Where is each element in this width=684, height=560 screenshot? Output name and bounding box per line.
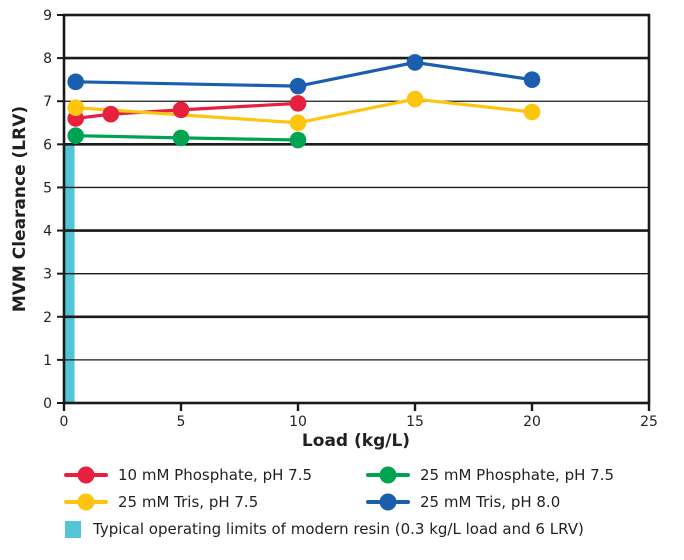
data-point: [102, 105, 120, 123]
data-point: [523, 103, 541, 121]
data-point: [172, 129, 190, 147]
y-tick-label: 6: [43, 137, 52, 153]
legend-label: 25 mM Tris, pH 7.5: [118, 493, 259, 511]
x-tick-label: 5: [177, 414, 186, 430]
legend-grid: 10 mM Phosphate, pH 7.5 25 mM Phosphate,…: [64, 466, 680, 511]
legend-item-25mm-tris-ph80: 25 mM Tris, pH 8.0: [366, 493, 680, 511]
x-tick-label: 25: [640, 414, 658, 430]
legend-marker-line-dot-icon: [366, 493, 410, 511]
legend-marker-line-dot-icon: [64, 493, 108, 511]
legend-label: Typical operating limits of modern resin…: [93, 520, 584, 538]
y-tick-label: 7: [43, 94, 52, 110]
legend-marker-line-dot-icon: [366, 466, 410, 484]
legend-swatch-icon: [65, 520, 81, 538]
y-tick-label: 9: [43, 8, 52, 24]
legend-item-25mm-phosphate-ph75: 25 mM Phosphate, pH 7.5: [366, 466, 680, 484]
x-tick-label: 10: [289, 414, 307, 430]
legend-marker-line-dot-icon: [64, 466, 108, 484]
data-point: [289, 114, 307, 132]
legend-item-operating-limits: Typical operating limits of modern resin…: [64, 520, 680, 538]
data-point: [172, 101, 190, 119]
y-tick-label: 0: [43, 396, 52, 412]
y-tick-label: 4: [43, 224, 52, 240]
legend-item-10mm-phosphate-ph75: 10 mM Phosphate, pH 7.5: [64, 466, 366, 484]
legend: 10 mM Phosphate, pH 7.5 25 mM Phosphate,…: [64, 466, 680, 538]
y-axis-title: MVM Clearance (LRV): [10, 105, 30, 313]
data-point: [67, 99, 84, 116]
data-point: [406, 54, 424, 71]
data-point: [67, 127, 84, 145]
data-point: [67, 73, 84, 91]
x-tick-label: 0: [60, 414, 69, 430]
x-axis-title: Load (kg/L): [301, 431, 411, 451]
series-line: [75, 60, 533, 88]
x-tick-label: 15: [406, 414, 424, 430]
data-point: [289, 77, 307, 95]
y-tick-label: 5: [43, 180, 52, 196]
legend-label: 10 mM Phosphate, pH 7.5: [118, 466, 313, 484]
legend-label: 25 mM Tris, pH 8.0: [420, 493, 561, 511]
data-point: [523, 71, 541, 88]
data-point: [289, 95, 307, 112]
data-point: [289, 131, 307, 149]
x-tick-label: 20: [523, 414, 541, 430]
data-point: [406, 90, 424, 108]
legend-item-25mm-tris-ph75: 25 mM Tris, pH 7.5: [64, 493, 366, 511]
y-tick-label: 2: [43, 310, 52, 326]
y-tick-label: 3: [43, 267, 52, 283]
y-tick-label: 1: [43, 353, 52, 369]
legend-label: 25 mM Phosphate, pH 7.5: [420, 466, 615, 484]
plot-frame: [62, 13, 651, 405]
y-tick-label: 8: [43, 51, 52, 67]
plot-area: 0 5 10 15 20 25 0 1 2 3 4 5 6 7 8 9: [43, 8, 658, 430]
